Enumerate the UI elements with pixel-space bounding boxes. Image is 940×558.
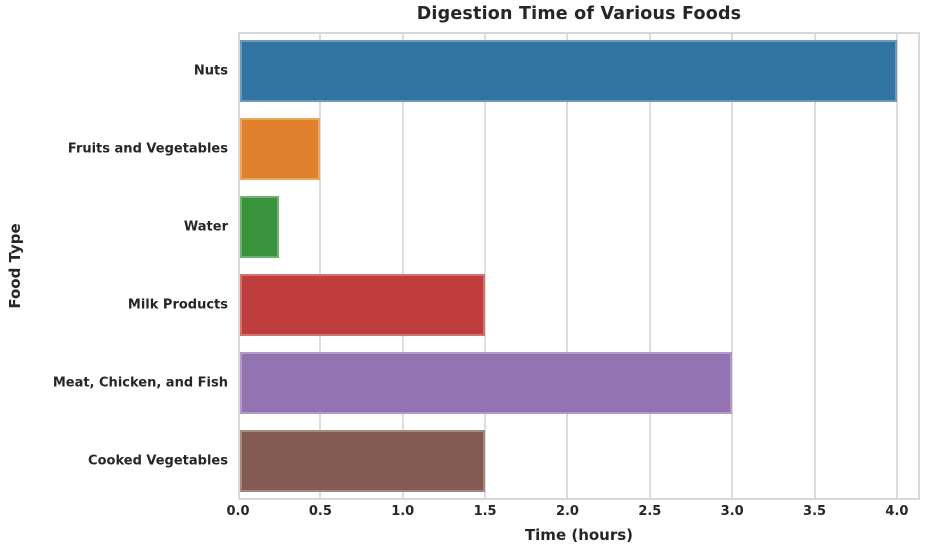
chart-title: Digestion Time of Various Foods — [416, 4, 742, 24]
x-tick-label: 3.5 — [803, 504, 827, 519]
y-tick-label: Milk Products — [127, 297, 228, 313]
x-axis-label: Time (hours) — [524, 526, 634, 544]
y-tick-label: Nuts — [193, 63, 228, 79]
gridline-x-1.5 — [484, 34, 487, 498]
x-tick-label: 4.0 — [885, 504, 909, 519]
y-tick-label: Cooked Vegetables — [88, 453, 228, 469]
gridline-x-3.0 — [731, 34, 734, 498]
y-axis-label: Food Type — [6, 223, 24, 309]
x-tick-label: 1.5 — [473, 504, 497, 519]
bar-milk-products — [240, 274, 486, 336]
bar-water — [240, 196, 280, 258]
x-tick-label: 0.0 — [226, 504, 250, 519]
gridline-x-4.0 — [895, 34, 898, 498]
plot-area — [238, 32, 920, 500]
bar-fruits-and-vegetables — [240, 118, 321, 180]
gridline-x-0.5 — [319, 34, 322, 498]
bar-cooked-vegetables — [240, 430, 486, 492]
bar-meat-chicken-and-fish — [240, 352, 733, 414]
y-tick-label: Fruits and Vegetables — [67, 141, 228, 157]
gridline-x-2.5 — [648, 34, 651, 498]
y-tick-label: Meat, Chicken, and Fish — [52, 375, 228, 391]
x-tick-label: 1.0 — [391, 504, 415, 519]
gridline-x-3.5 — [813, 34, 816, 498]
x-tick-label: 2.5 — [638, 504, 662, 519]
x-tick-label: 0.5 — [308, 504, 332, 519]
x-tick-label: 2.0 — [555, 504, 579, 519]
gridline-x-1.0 — [401, 34, 404, 498]
bar-nuts — [240, 40, 897, 102]
y-tick-label: Water — [183, 219, 228, 235]
x-tick-label: 3.0 — [720, 504, 744, 519]
gridline-x-2.0 — [566, 34, 569, 498]
